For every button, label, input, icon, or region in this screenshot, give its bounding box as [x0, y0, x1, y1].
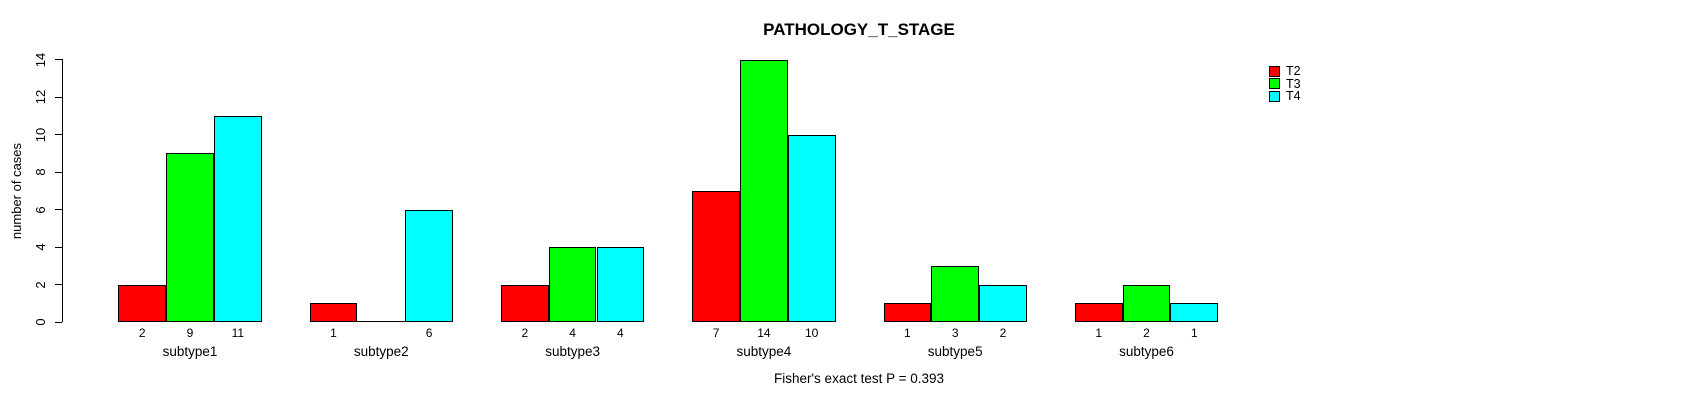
bar-subtype6-T2 — [1074, 303, 1123, 322]
bar-subtype4-T3 — [740, 59, 788, 322]
bar-value-label: 9 — [186, 326, 194, 340]
legend: T2 T3 T4 — [1269, 65, 1301, 103]
bar-subtype4-T2 — [692, 190, 740, 322]
legend-row-T3: T3 — [1269, 76, 1301, 91]
y-tick-label: 14 — [33, 52, 48, 67]
bar-value-label: 2 — [1143, 326, 1150, 340]
y-tick-mark — [55, 171, 62, 173]
bar-value-label: 7 — [712, 326, 720, 340]
bar-value-label: 6 — [425, 326, 433, 340]
bar-value-label: 1 — [1190, 326, 1198, 340]
bar-subtype6-T4 — [1170, 303, 1219, 322]
bar-value-label: 1 — [330, 326, 337, 340]
legend-row-T2: T2 — [1269, 65, 1301, 78]
bar-value-label: 11 — [231, 326, 245, 340]
fisher-test-annotation: Fisher's exact test P = 0.393 — [773, 371, 945, 386]
bar-subtype3-T3 — [548, 247, 597, 322]
y-tick-label: 10 — [33, 127, 48, 142]
y-tick-mark — [55, 59, 62, 60]
legend-label-T3: T3 — [1286, 76, 1301, 91]
bar-subtype5-T2 — [883, 303, 932, 322]
y-tick-mark — [55, 321, 62, 323]
bar-value-label: 2 — [138, 326, 146, 340]
bar-subtype2-T2 — [309, 303, 358, 322]
y-tick-label: 12 — [33, 89, 48, 105]
group-label-subtype4: subtype4 — [736, 344, 792, 359]
bar-subtype3-T4 — [596, 247, 645, 322]
legend-swatch-T4 — [1269, 90, 1280, 102]
y-axis-label: number of cases — [9, 142, 24, 240]
chart-title: PATHOLOGY_T_STAGE — [763, 20, 955, 39]
bar-subtype2-T3-zero — [357, 321, 406, 322]
legend-swatch-T2 — [1269, 65, 1280, 77]
y-tick-label: 8 — [33, 168, 48, 176]
y-tick-mark — [55, 96, 62, 98]
group-label-subtype3: subtype3 — [545, 344, 600, 359]
bar-subtype6-T3 — [1122, 284, 1171, 322]
y-tick-label: 6 — [33, 205, 48, 214]
bar-subtype1-T3 — [166, 153, 214, 322]
bar-value-label: 4 — [569, 326, 576, 340]
y-tick-label: 2 — [33, 280, 48, 289]
y-tick-label: 4 — [33, 243, 48, 251]
bar-value-label: 14 — [757, 326, 771, 340]
bar-value-label: 2 — [521, 326, 529, 340]
bar-value-label: 3 — [951, 326, 959, 340]
legend-swatch-T3 — [1269, 78, 1280, 90]
group-label-subtype2: subtype2 — [353, 344, 409, 359]
y-tick-mark — [55, 246, 62, 248]
bar-value-label: 2 — [999, 326, 1007, 340]
bar-value-label: 4 — [617, 326, 624, 340]
legend-label-T4: T4 — [1286, 89, 1301, 104]
bar-value-label: 1 — [904, 326, 911, 340]
y-tick-label: 0 — [33, 318, 48, 326]
bar-subtype5-T4 — [979, 284, 1027, 322]
y-tick-mark — [55, 134, 62, 135]
group-label-subtype5: subtype5 — [927, 344, 983, 359]
bar-subtype1-T4 — [213, 115, 262, 322]
bar-subtype2-T4 — [405, 209, 453, 322]
legend-row-T4: T4 — [1269, 90, 1301, 103]
bar-value-label: 10 — [805, 326, 819, 340]
bar-subtype1-T2 — [118, 284, 167, 322]
bar-subtype5-T3 — [931, 265, 980, 322]
legend-label-T2: T2 — [1286, 64, 1301, 79]
bar-value-label: 1 — [1095, 326, 1103, 340]
y-tick-mark — [55, 284, 62, 285]
y-tick-mark — [55, 209, 62, 210]
group-label-subtype1: subtype1 — [162, 344, 218, 359]
bar-subtype4-T4 — [787, 134, 836, 322]
group-label-subtype6: subtype6 — [1119, 344, 1174, 359]
y-axis-line — [62, 59, 63, 322]
bar-subtype3-T2 — [500, 284, 549, 322]
